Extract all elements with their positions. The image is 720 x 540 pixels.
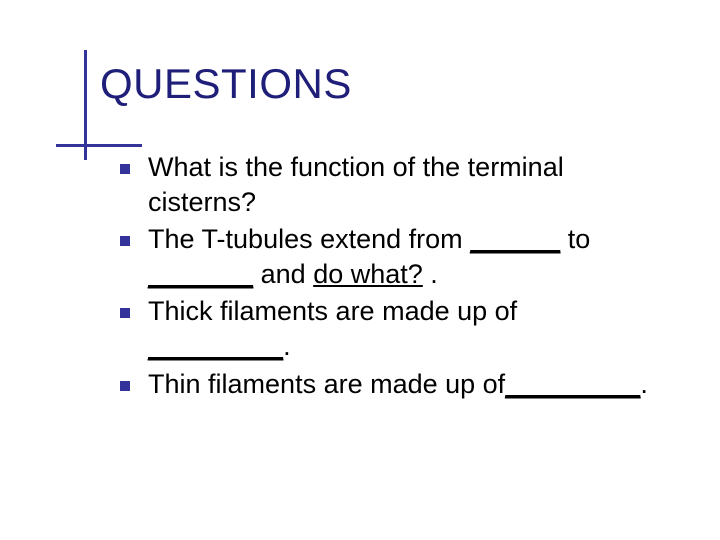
blank-underline: _________: [148, 331, 283, 361]
bullet-segment: The T-tubules extend from: [148, 224, 470, 254]
bullet-segment: .: [283, 331, 291, 361]
slide: QUESTIONS What is the function of the te…: [0, 0, 720, 540]
bullet-square-icon: [120, 308, 130, 318]
blank-underline: _______: [148, 259, 253, 289]
bullet-segment: What is the function of the terminal cis…: [148, 152, 564, 217]
bullet-segment: .: [423, 259, 438, 289]
bullet-square-icon: [120, 236, 130, 246]
bullet-text: Thick filaments are made up of _________…: [148, 294, 660, 364]
bullet-square-icon: [120, 381, 130, 391]
list-item: Thin filaments are made up of_________.: [120, 367, 660, 402]
bullet-segment: to: [560, 224, 590, 254]
bullet-text: The T-tubules extend from ______ to ____…: [148, 222, 660, 292]
list-item: The T-tubules extend from ______ to ____…: [120, 222, 660, 292]
list-item: Thick filaments are made up of _________…: [120, 294, 660, 364]
bullet-list: What is the function of the terminal cis…: [120, 150, 660, 402]
bullet-square-icon: [120, 164, 130, 174]
bullet-text: What is the function of the terminal cis…: [148, 150, 660, 220]
list-item: What is the function of the terminal cis…: [120, 150, 660, 220]
title-wrap: QUESTIONS: [100, 60, 660, 108]
slide-title: QUESTIONS: [100, 60, 660, 108]
bullet-text: Thin filaments are made up of_________.: [148, 367, 648, 402]
blank-underline: _________: [505, 369, 640, 399]
title-accent-horizontal: [56, 144, 142, 147]
bullet-segment: .: [640, 369, 648, 399]
bullet-segment: Thin filaments are made up of: [148, 369, 505, 399]
blank-underline: ______: [470, 224, 560, 254]
bullet-segment: and: [253, 259, 313, 289]
bullet-segment: Thick filaments are made up of: [148, 296, 517, 326]
underlined-phrase: do what?: [313, 259, 423, 289]
